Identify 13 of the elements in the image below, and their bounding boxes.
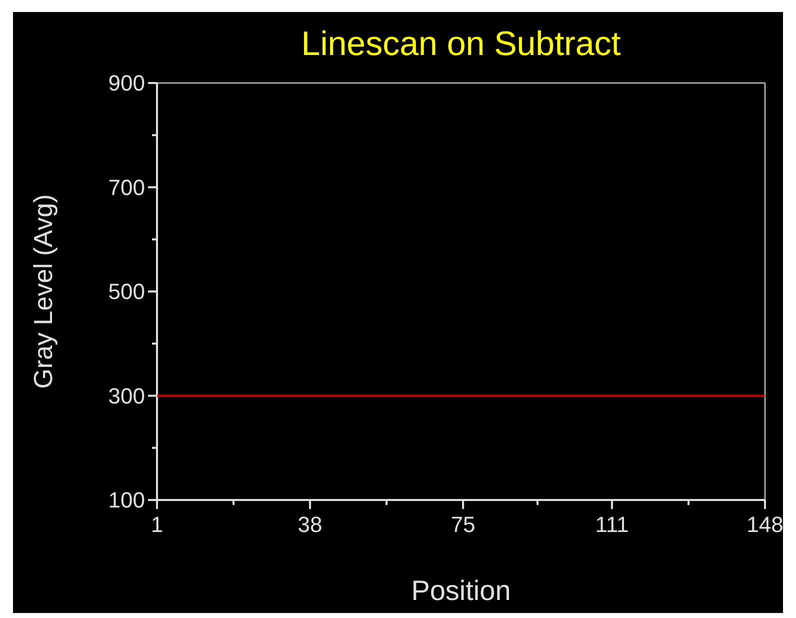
x-tick-label: 111: [595, 512, 629, 537]
y-tick-label: 100: [108, 488, 145, 513]
y-tick-label: 300: [108, 383, 145, 408]
x-tick-label: 1: [150, 512, 164, 537]
chart-title: Linescan on Subtract: [301, 25, 622, 63]
x-tick-label: 75: [450, 512, 476, 537]
y-tick-label: 900: [108, 70, 145, 96]
x-axis-title: Position: [411, 575, 511, 606]
x-tick-label: 148: [746, 512, 784, 537]
y-axis-title: Gray Level (Avg): [28, 194, 58, 389]
y-tick-label: 500: [108, 279, 145, 304]
x-tick-label: 38: [298, 512, 322, 537]
y-tick-label: 700: [108, 174, 145, 200]
